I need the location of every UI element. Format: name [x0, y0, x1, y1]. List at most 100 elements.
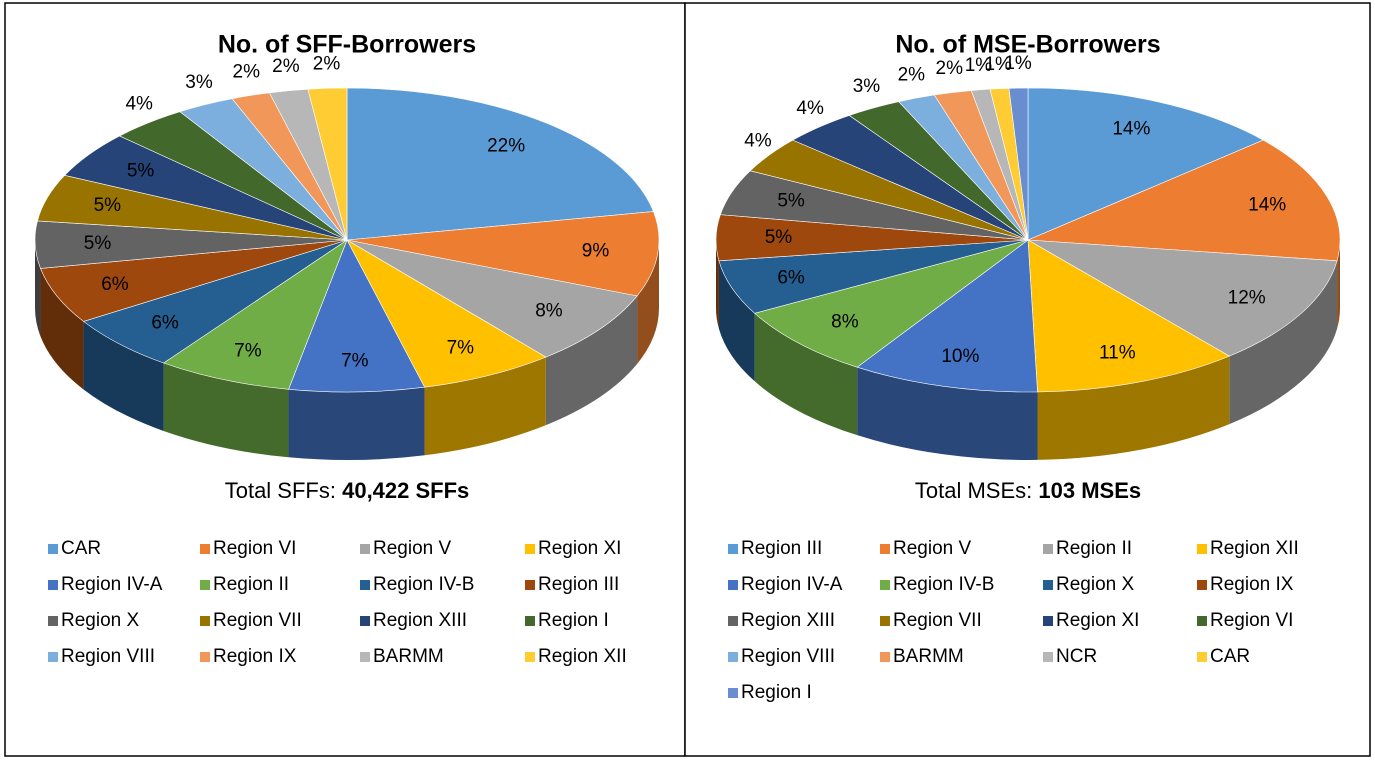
- legend-label: Region VI: [1210, 610, 1293, 631]
- legend-label: Region XII: [1210, 538, 1299, 559]
- legend-label: Region I: [538, 610, 609, 631]
- legend-label: Region IV-A: [61, 574, 163, 595]
- slice: [162, 239, 348, 390]
- slice-side: [1229, 260, 1338, 425]
- total-text: Total SFFs: 40,422 SFFs: [225, 478, 470, 503]
- data-label: 6%: [151, 312, 179, 333]
- data-label: 5%: [765, 227, 793, 248]
- slice: [346, 87, 654, 241]
- slice: [754, 239, 1029, 368]
- legend-swatch: [48, 544, 58, 554]
- slice-side: [424, 357, 546, 456]
- legend-swatch: [728, 580, 738, 590]
- data-label: 14%: [1112, 118, 1150, 139]
- legend-label: Region IV-A: [741, 574, 843, 595]
- data-label: 2%: [233, 62, 261, 83]
- data-label: 6%: [777, 267, 805, 288]
- legend-label: Region II: [213, 574, 289, 595]
- legend-label: Region XIII: [741, 610, 835, 631]
- slice: [346, 239, 547, 388]
- slice: [1027, 87, 1264, 241]
- data-label: 2%: [272, 56, 300, 77]
- legend-swatch: [1197, 580, 1207, 590]
- legend-label: Region II: [1056, 538, 1132, 559]
- legend-label: Region I: [741, 682, 812, 703]
- legend-swatch: [200, 544, 210, 554]
- legend-swatch: [525, 544, 535, 554]
- legend-swatch: [360, 616, 370, 626]
- chart-title: No. of SFF-Borrowers: [218, 31, 476, 59]
- legend-label: Region VIII: [61, 646, 155, 667]
- legend-swatch: [880, 616, 890, 626]
- legend-swatch: [728, 544, 738, 554]
- legend-label: Region VII: [213, 610, 302, 631]
- data-label: 7%: [341, 351, 369, 372]
- data-label: 9%: [582, 240, 610, 261]
- slice-side: [163, 362, 289, 458]
- data-label: 7%: [234, 341, 262, 362]
- legend-swatch: [880, 544, 890, 554]
- slice-side: [857, 367, 1038, 460]
- legend-label: Region XIII: [373, 610, 467, 631]
- legend-label: Region IV-B: [893, 574, 994, 595]
- slice-side: [40, 268, 84, 390]
- data-label: 4%: [125, 93, 153, 114]
- legend-swatch: [48, 652, 58, 662]
- slice-side: [288, 387, 425, 460]
- legend-label: NCR: [1056, 646, 1097, 667]
- data-label: 5%: [84, 233, 112, 254]
- data-label: 22%: [487, 135, 525, 156]
- data-label: 8%: [535, 300, 563, 321]
- legend-label: Region IX: [213, 646, 297, 667]
- slice-side: [1037, 356, 1230, 460]
- slice-side: [754, 313, 858, 436]
- data-label: 5%: [94, 195, 122, 216]
- legend-swatch: [48, 580, 58, 590]
- data-label: 4%: [796, 98, 824, 119]
- legend-label: Region XI: [538, 538, 621, 559]
- slice: [1027, 239, 1338, 357]
- data-label: 11%: [1099, 343, 1136, 364]
- data-label: 2%: [313, 53, 341, 74]
- data-label: 2%: [936, 58, 964, 79]
- data-label: 6%: [101, 274, 129, 295]
- legend-swatch: [728, 688, 738, 698]
- legend-swatch: [1043, 616, 1053, 626]
- legend-swatch: [200, 652, 210, 662]
- slice-side: [35, 240, 41, 337]
- data-label: 1%: [984, 54, 1012, 75]
- slice-side: [718, 260, 755, 382]
- legend-label: Region IX: [1210, 574, 1294, 595]
- legend-label: BARMM: [893, 646, 964, 667]
- legend-swatch: [200, 580, 210, 590]
- slice: [856, 239, 1038, 393]
- legend-label: Region X: [1056, 574, 1134, 595]
- data-label: 7%: [447, 337, 475, 358]
- slice-side: [637, 240, 659, 364]
- legend-swatch: [1043, 544, 1053, 554]
- slice: [288, 239, 426, 393]
- slice-side: [545, 295, 638, 426]
- data-label: 8%: [831, 312, 859, 333]
- legend-label: Region VIII: [741, 646, 835, 667]
- legend-label: BARMM: [373, 646, 444, 667]
- legend-swatch: [1043, 652, 1053, 662]
- legend-swatch: [525, 652, 535, 662]
- legend-swatch: [525, 580, 535, 590]
- legend-swatch: [880, 652, 890, 662]
- data-label: 12%: [1228, 288, 1266, 309]
- legend-label: Region III: [741, 538, 822, 559]
- legend-label: Region VI: [213, 538, 296, 559]
- total-label: Total SFFs:: [225, 478, 336, 503]
- data-label: 5%: [127, 161, 155, 182]
- legend-swatch: [360, 544, 370, 554]
- legend-label: Region XI: [1056, 610, 1139, 631]
- data-label: 2%: [898, 65, 926, 86]
- data-label: 1%: [965, 55, 993, 76]
- data-label: 4%: [744, 130, 772, 151]
- total-value: 103 MSEs: [1038, 478, 1141, 503]
- legend-swatch: [880, 580, 890, 590]
- slice: [1027, 139, 1341, 262]
- legend-swatch: [48, 616, 58, 626]
